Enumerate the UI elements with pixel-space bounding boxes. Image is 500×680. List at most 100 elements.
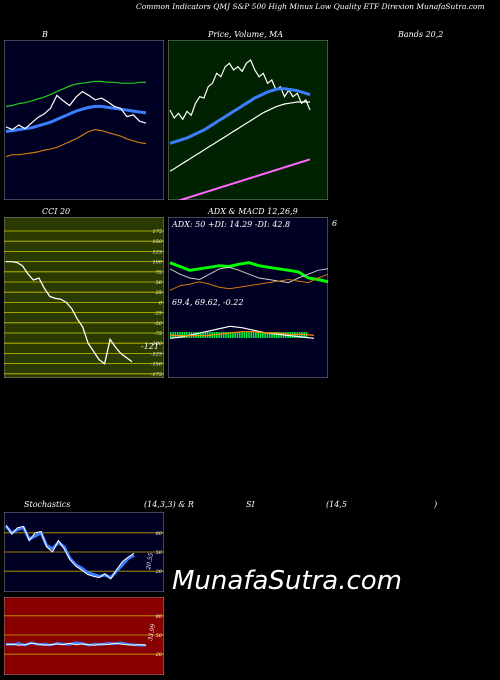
macd-histogram-bar [181, 332, 184, 338]
cci-tick-label: -75 [154, 331, 162, 337]
cci-tick-label: -125 [151, 351, 162, 357]
adx-line-2 [169, 273, 328, 291]
macd-histogram-bar [218, 332, 220, 338]
cci-tick-label: 150 [152, 239, 162, 245]
cci-tick-label: -25 [154, 311, 162, 317]
macd-histogram-bar [262, 332, 264, 338]
macd-histogram-bar [255, 332, 257, 338]
cci-tick-label: 100 [152, 260, 162, 266]
stoch-tick-label: 80 [156, 531, 163, 537]
bands-b-label: B [42, 30, 48, 39]
bollinger-bg [4, 40, 164, 200]
cci-bg [4, 217, 164, 378]
stoch-panel: 80 50 20 20.55 [4, 512, 164, 592]
stoch-line-1 [5, 524, 135, 580]
rsi-si-label: SI [246, 500, 255, 509]
cci-tick-label: 125 [152, 249, 162, 255]
cci-tick-label: 75 [156, 270, 162, 276]
cci-tick-label: 175 [152, 229, 162, 235]
price-ma-line-1 [169, 87, 311, 145]
price-ma-label: Price, Volume, MA [208, 30, 284, 39]
page-title: Common Indicators QMJ S&P 500 High Minus… [136, 2, 485, 11]
macd-histogram-bar [298, 332, 301, 338]
price-ma-line-0 [169, 59, 311, 121]
rsi-close: ) [434, 500, 438, 509]
macd-values: 69.4, 69.62, -0.22 [172, 298, 244, 307]
bollinger-panel [4, 40, 164, 200]
macd-histogram-bar [204, 332, 207, 338]
adx-line-1 [169, 266, 328, 284]
macd-histogram-bar [220, 332, 223, 338]
macd-histogram-bar [183, 332, 186, 338]
macd-histogram-bar [229, 332, 232, 338]
adx-bg [168, 217, 328, 378]
macd-histogram-bar [257, 332, 259, 338]
rsi-panel: 80 50 20 33.99 [4, 597, 164, 675]
cci-tick-label: -100 [151, 341, 163, 347]
cci-tick-label: -150 [151, 362, 163, 368]
adx-macd-label: ADX & MACD 12,26,9 [208, 207, 298, 216]
six-label: 6 [332, 219, 338, 228]
cci-value: -121 [141, 342, 159, 351]
macd-histogram-bar [250, 332, 253, 338]
cci-tick-label: -50 [154, 321, 163, 327]
price-ma-bg [168, 40, 328, 200]
cci-tick-label: -175 [151, 372, 162, 378]
stoch-label: Stochastics [24, 500, 71, 509]
rsi-tick-label: 50 [156, 633, 163, 639]
macd-histogram-bar [291, 332, 294, 338]
cci-tick-label: 25 [155, 290, 162, 296]
price-ma-line-2 [169, 101, 310, 172]
macd-histogram-bar [179, 332, 181, 338]
macd-histogram-bar [243, 332, 246, 338]
adx-panel [168, 217, 328, 378]
adx-values: ADX: 50 +DI: 14.29 -DI: 42.8 [172, 220, 291, 229]
macd-histogram-bar [266, 332, 269, 338]
bollinger-line-0 [5, 80, 146, 107]
bands-label: Bands 20,2 [398, 30, 444, 39]
stoch-tick-label: 50 [156, 550, 163, 556]
macd-histogram-bar [193, 332, 195, 338]
macd-histogram-bar [264, 332, 266, 338]
cci-tick-label: 50 [156, 280, 163, 286]
macd-line-1 [169, 331, 315, 337]
macd-histogram-bar [197, 332, 200, 338]
watermark: MunafaSutra.com [172, 566, 403, 596]
macd-histogram-bar [202, 332, 204, 338]
macd-histogram-bar [227, 332, 230, 338]
cci-tick-label: 0 [159, 300, 163, 306]
stoch-params: (14,3,3) & R [144, 500, 194, 509]
cci-line [6, 260, 133, 365]
macd-histogram-bar [225, 332, 227, 338]
macd-histogram-bar [273, 332, 276, 338]
rsi-params: (14,5 [326, 500, 347, 509]
macd-histogram-bar [275, 332, 278, 338]
price-ma-panel [168, 40, 328, 200]
macd-histogram-bar [289, 332, 292, 338]
bollinger-line-3 [5, 128, 147, 158]
macd-histogram-bar [199, 332, 202, 338]
macd-histogram-bar [195, 332, 197, 338]
cci-label: CCI 20 [42, 207, 71, 216]
cci-panel: 175 150 125 100 75 50 25 0 -25 -50 -75 -100 -125 -150… [4, 217, 164, 378]
macd-histogram-bar [271, 332, 273, 338]
macd-histogram-bar [245, 332, 248, 338]
macd-histogram-bar [268, 332, 271, 338]
macd-histogram-bar [234, 332, 236, 338]
stoch-tick-label: 20 [155, 569, 163, 575]
price-ma-line-3 [177, 158, 311, 200]
macd-histogram-bar [301, 332, 303, 338]
macd-line-0 [169, 325, 315, 339]
macd-histogram-bar [241, 332, 243, 338]
macd-histogram-bar [222, 332, 225, 338]
macd-histogram-bar [186, 332, 188, 338]
macd-histogram-bar [236, 332, 239, 338]
macd-histogram-bar [296, 332, 299, 338]
rsi-value: 33.99 [147, 623, 157, 641]
rsi-tick-label: 20 [155, 652, 163, 658]
bollinger-line-2 [5, 90, 147, 131]
macd-histogram-bar [232, 332, 234, 338]
macd-histogram-bar [259, 332, 262, 338]
stoch-value: 20.55 [145, 552, 155, 571]
rsi-bg [4, 597, 164, 675]
